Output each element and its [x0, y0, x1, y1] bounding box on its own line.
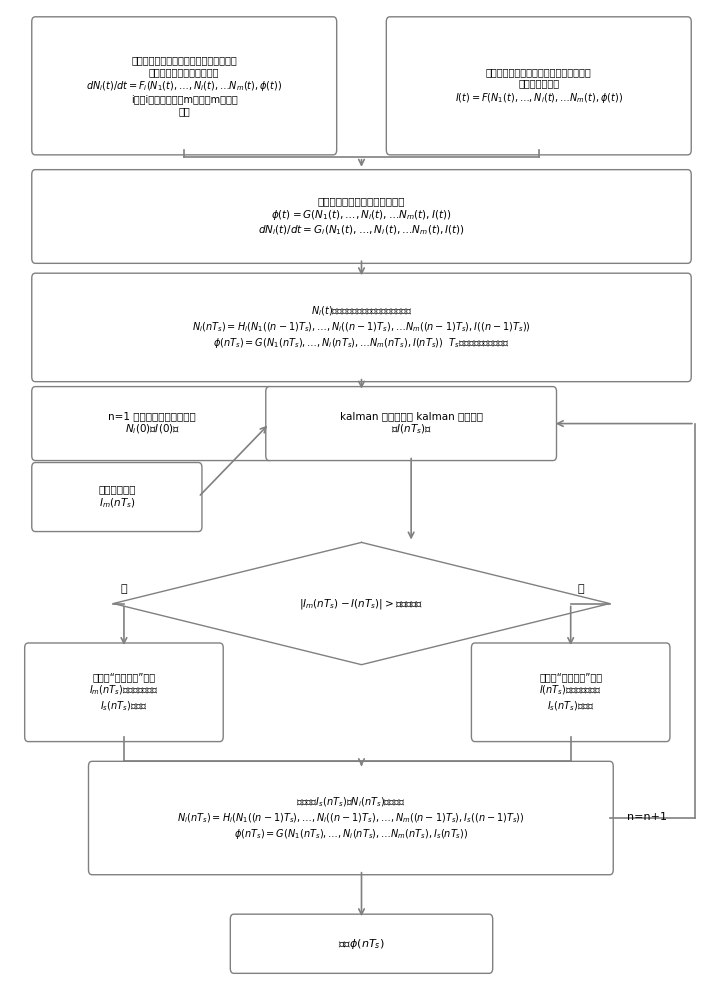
FancyBboxPatch shape	[266, 387, 557, 461]
FancyBboxPatch shape	[386, 17, 691, 155]
Text: 根据产生电流的各分支反应的机理，写出
电流的函数关系
$I(t)=F(N_1(t),\ldots,N_i(t),\ldots N_m(t),\phi(t))$: 根据产生电流的各分支反应的机理，写出 电流的函数关系 $I(t)=F(N_1(t…	[455, 67, 623, 105]
Text: 输出$\phi(nT_s)$: 输出$\phi(nT_s)$	[338, 937, 385, 951]
Text: n=n+1: n=n+1	[628, 812, 667, 822]
FancyBboxPatch shape	[231, 914, 492, 973]
FancyBboxPatch shape	[32, 170, 691, 263]
Text: 采样电流信号
$I_m(nT_s)$: 采样电流信号 $I_m(nT_s)$	[98, 484, 136, 510]
FancyBboxPatch shape	[88, 761, 613, 875]
Text: 是: 是	[121, 584, 127, 594]
Text: $|I_m(nT_s)-I(nT_s)|>$设定阈値？: $|I_m(nT_s)-I(nT_s)|>$设定阈値？	[299, 597, 424, 611]
Text: 判断为“突变状态”，将
$I_m(nT_s)$赋値给输出电流
$I_s(nT_s)$并输出: 判断为“突变状态”，将 $I_m(nT_s)$赋値给输出电流 $I_s(nT_s…	[89, 672, 159, 713]
Text: kalman 滤波，得到 kalman 滤波后电
流$I(nT_s)$。: kalman 滤波，得到 kalman 滤波后电 流$I(nT_s)$。	[340, 411, 483, 436]
Text: $N_i(t)$的微分方程变为差分形式以实现迭代
$N_i(nT_s)=H_i(N_1((n-1)T_s),\ldots,N_i((n-1)T_s),\ldot: $N_i(t)$的微分方程变为差分形式以实现迭代 $N_i(nT_s)=H_i(…	[192, 305, 531, 350]
FancyBboxPatch shape	[32, 387, 273, 461]
Text: 将输出的$I_s(nT_s)$、$N_i(nT_s)$的値带入
$N_i(nT_s)=H_i(N_1((n-1)T_s),\ldots,N_i((n-1)T_s: 将输出的$I_s(nT_s)$、$N_i(nT_s)$的値带入 $N_i(nT_…	[177, 795, 525, 841]
FancyBboxPatch shape	[32, 273, 691, 382]
FancyBboxPatch shape	[32, 463, 202, 532]
Text: 根据探测器在中子场中的反应机制写出核
素动态数量的动态微分方程
$dN_i(t)/dt=F_i(N_1(t),\ldots,N_i(t),\ldots N_m(: 根据探测器在中子场中的反应机制写出核 素动态数量的动态微分方程 $dN_i(t)…	[86, 55, 283, 116]
Text: 判断为“噪声状态”，将
$I(nT_s)$赋値给输出电流
$I_s(nT_s)$并输出: 判断为“噪声状态”，将 $I(nT_s)$赋値给输出电流 $I_s(nT_s)$…	[539, 672, 602, 713]
Text: 把上述方程和关系写成下列形式
$\phi(t)=G(N_1(t),\ldots,N_i(t),\ldots N_m(t),I(t))$
$dN_i(t)/dt=: 把上述方程和关系写成下列形式 $\phi(t)=G(N_1(t),\ldots,…	[258, 196, 465, 237]
Polygon shape	[114, 542, 609, 665]
FancyBboxPatch shape	[32, 17, 337, 155]
FancyBboxPatch shape	[471, 643, 670, 742]
Text: 否: 否	[578, 584, 584, 594]
Text: n=1 时，根据实际情况给出
$N_i(0)$，$I(0)$値: n=1 时，根据实际情况给出 $N_i(0)$，$I(0)$値	[108, 411, 196, 436]
FancyBboxPatch shape	[25, 643, 223, 742]
